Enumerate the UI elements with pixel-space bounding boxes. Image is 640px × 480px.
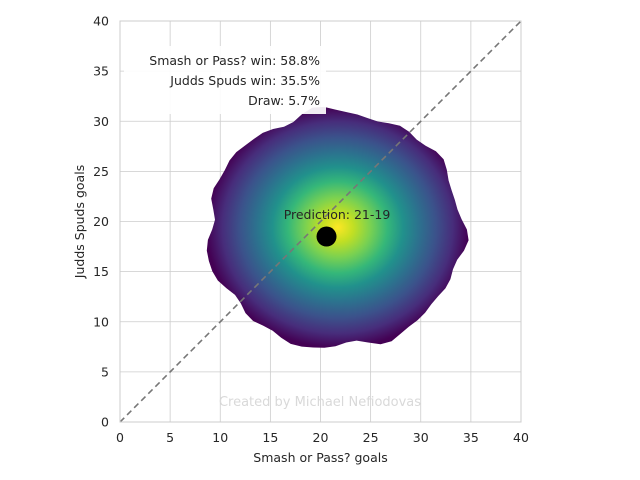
plot-border [119, 20, 522, 423]
y-tick-label: 40 [93, 14, 109, 29]
density-heatmap [206, 106, 469, 348]
x-tick-label: 25 [363, 430, 379, 445]
x-tick-label: 20 [313, 430, 329, 445]
x-tick-label: 5 [166, 430, 174, 445]
x-tick-label: 10 [212, 430, 228, 445]
stats-line-3: Draw: 5.7% [248, 93, 320, 108]
x-tick-label: 30 [413, 430, 429, 445]
stats-line-2: Judds Spuds win: 35.5% [169, 73, 320, 88]
x-tick-label: 0 [116, 430, 124, 445]
x-tick-label: 15 [262, 430, 278, 445]
diagonal-reference-line [119, 20, 522, 423]
y-tick-label: 30 [93, 114, 109, 129]
prediction-label: Prediction: 21-19 [284, 207, 391, 222]
density-region [206, 106, 469, 348]
y-axis-label: Judds Spuds goals [72, 165, 87, 279]
watermark: Created by Michael Nefiodovas [219, 395, 421, 410]
y-tick-label: 10 [93, 314, 109, 329]
y-tick-label: 20 [93, 214, 109, 229]
y-tick-label: 15 [93, 264, 109, 279]
x-tick-label: 35 [463, 430, 479, 445]
y-tick-label: 25 [93, 164, 109, 179]
x-axis-label: Smash or Pass? goals [253, 450, 387, 465]
stats-line-1: Smash or Pass? win: 58.8% [149, 53, 320, 68]
y-tick-label: 5 [101, 364, 109, 379]
tick-labels: 0 5 10 15 20 25 30 35 40 0 5 10 15 20 25 30 35 40 [93, 14, 529, 446]
plot-frame [119, 20, 522, 423]
stats-box-background [124, 46, 326, 114]
x-tick-label: 40 [513, 430, 529, 445]
y-tick-label: 35 [93, 64, 109, 79]
prediction-point [316, 226, 337, 247]
stats-box: Smash or Pass? win: 58.8% Judds Spuds wi… [124, 46, 326, 114]
y-tick-label: 0 [101, 415, 109, 430]
diagonal-line [119, 20, 522, 423]
